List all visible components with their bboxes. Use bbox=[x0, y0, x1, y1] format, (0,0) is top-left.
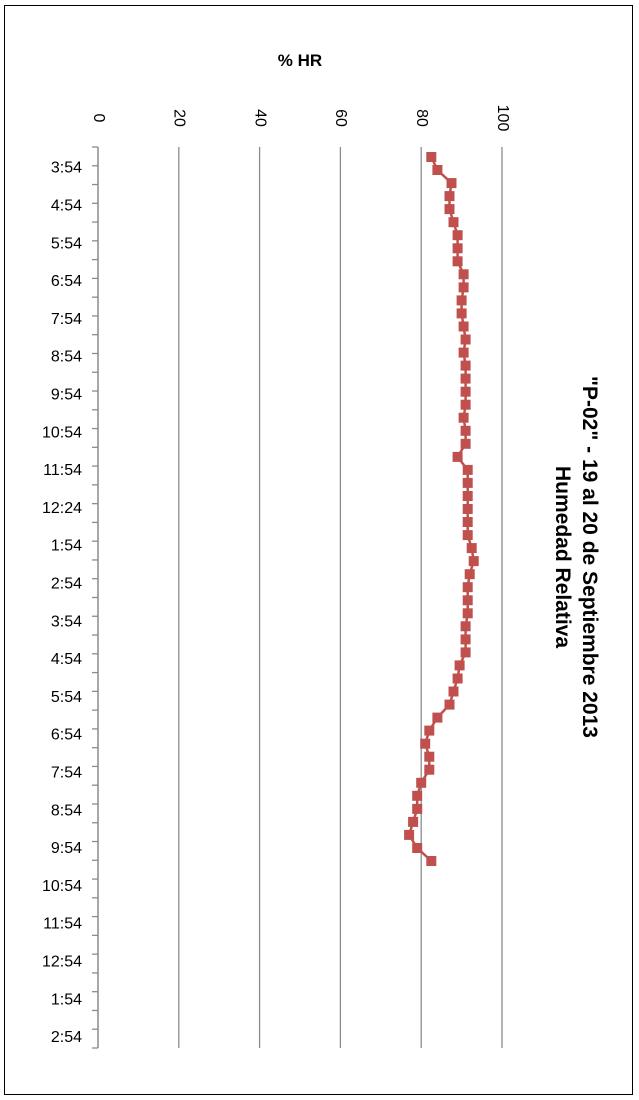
data-point bbox=[460, 438, 471, 449]
humidity-tick-label: 0 bbox=[90, 114, 107, 123]
data-point bbox=[432, 712, 443, 723]
data-point bbox=[462, 530, 473, 541]
time-tick-label: 6:54 bbox=[51, 273, 82, 290]
data-point bbox=[452, 673, 463, 684]
humidity-tick-label: 80 bbox=[413, 109, 430, 127]
data-point bbox=[462, 504, 473, 514]
data-point bbox=[456, 308, 467, 319]
data-point bbox=[412, 843, 423, 853]
data-point bbox=[426, 152, 437, 162]
time-tick-label: 8:54 bbox=[51, 349, 82, 366]
chart-title-group: "P-02" - 19 al 20 de Septiembre 2013 Hum… bbox=[551, 376, 601, 738]
data-point bbox=[452, 243, 463, 254]
time-tick-label: 4:54 bbox=[51, 198, 82, 215]
time-tick-label: 11:54 bbox=[43, 462, 82, 479]
data-point bbox=[460, 334, 471, 345]
time-tick-label: 3:54 bbox=[51, 613, 82, 630]
time-tick-label: 6:54 bbox=[51, 727, 82, 744]
data-point bbox=[458, 269, 469, 280]
time-tick-label: 7:54 bbox=[51, 765, 82, 782]
data-point bbox=[460, 399, 471, 410]
data-point bbox=[420, 738, 431, 749]
data-point bbox=[444, 699, 455, 710]
humidity-axis-title: % HR bbox=[278, 51, 322, 70]
chart-frame bbox=[4, 5, 633, 1095]
chart-title: "P-02" - 19 al 20 de Septiembre 2013 bbox=[578, 376, 601, 738]
humidity-series-markers bbox=[404, 152, 479, 866]
data-point bbox=[462, 595, 473, 606]
data-point bbox=[454, 660, 465, 671]
chart-subtitle: Humedad Relativa bbox=[551, 466, 574, 648]
data-point bbox=[468, 556, 479, 567]
data-point bbox=[446, 178, 457, 189]
time-tick-label: 10:54 bbox=[42, 424, 82, 441]
data-point bbox=[460, 647, 471, 658]
data-point bbox=[462, 491, 473, 501]
data-point bbox=[424, 751, 435, 762]
humidity-tick-label: 40 bbox=[251, 109, 268, 127]
time-tick-label: 2:54 bbox=[51, 576, 82, 593]
data-point bbox=[462, 477, 473, 488]
data-point bbox=[424, 725, 435, 736]
data-point bbox=[460, 634, 471, 645]
data-point bbox=[412, 803, 423, 814]
time-tick-label: 4:54 bbox=[51, 651, 82, 668]
data-point bbox=[466, 543, 477, 554]
humidity-axis-labels: 0 20 40 60 80 100 bbox=[90, 105, 511, 132]
time-tick-label: 9:54 bbox=[51, 387, 82, 404]
time-axis-labels: 3:54 4:54 5:54 6:54 7:54 8:54 9:54 10:54 11:54 12… bbox=[42, 160, 82, 1046]
time-tick-label: 1:54 bbox=[51, 991, 82, 1008]
data-point bbox=[460, 425, 471, 436]
humidity-tick-label: 20 bbox=[171, 109, 188, 127]
data-point bbox=[448, 217, 459, 228]
data-point bbox=[444, 204, 455, 215]
data-point bbox=[462, 517, 473, 527]
time-tick-label: 3:54 bbox=[51, 160, 82, 177]
data-point bbox=[460, 386, 471, 397]
data-point bbox=[412, 790, 423, 801]
data-point bbox=[458, 321, 469, 332]
data-point bbox=[426, 856, 437, 866]
data-point bbox=[408, 816, 419, 827]
data-point bbox=[460, 373, 471, 384]
data-point bbox=[458, 347, 469, 358]
humidity-tick-label: 60 bbox=[332, 109, 349, 127]
gridlines bbox=[97, 147, 503, 1048]
data-point bbox=[424, 764, 435, 775]
data-point bbox=[452, 230, 463, 241]
data-point bbox=[404, 829, 415, 840]
data-point bbox=[452, 451, 463, 462]
time-tick-label: 1:54 bbox=[51, 538, 82, 555]
data-point bbox=[462, 608, 473, 619]
time-tick-label: 10:54 bbox=[42, 878, 82, 895]
data-point bbox=[458, 282, 469, 293]
time-tick-label: 2:54 bbox=[51, 1029, 82, 1046]
time-tick-label: 11:54 bbox=[43, 916, 82, 933]
data-point bbox=[432, 165, 443, 175]
data-point bbox=[460, 621, 471, 632]
time-tick-label: 12:54 bbox=[42, 954, 82, 971]
data-point bbox=[456, 295, 467, 306]
data-point bbox=[462, 582, 473, 593]
humidity-tick-label: 100 bbox=[494, 105, 511, 132]
data-point bbox=[462, 464, 473, 475]
time-tick-label: 12:24 bbox=[42, 500, 82, 517]
data-point bbox=[464, 569, 475, 580]
data-point bbox=[460, 360, 471, 371]
data-point bbox=[416, 777, 427, 788]
data-point bbox=[452, 256, 463, 267]
time-tick-label: 9:54 bbox=[51, 840, 82, 857]
time-tick-label: 7:54 bbox=[51, 311, 82, 328]
data-point bbox=[444, 191, 455, 202]
time-tick-label: 5:54 bbox=[51, 235, 82, 252]
time-tick-label: 8:54 bbox=[51, 802, 82, 819]
data-point bbox=[458, 412, 469, 423]
time-tick-label: 5:54 bbox=[51, 689, 82, 706]
time-axis-ticks bbox=[92, 146, 98, 1049]
data-point bbox=[448, 686, 459, 697]
